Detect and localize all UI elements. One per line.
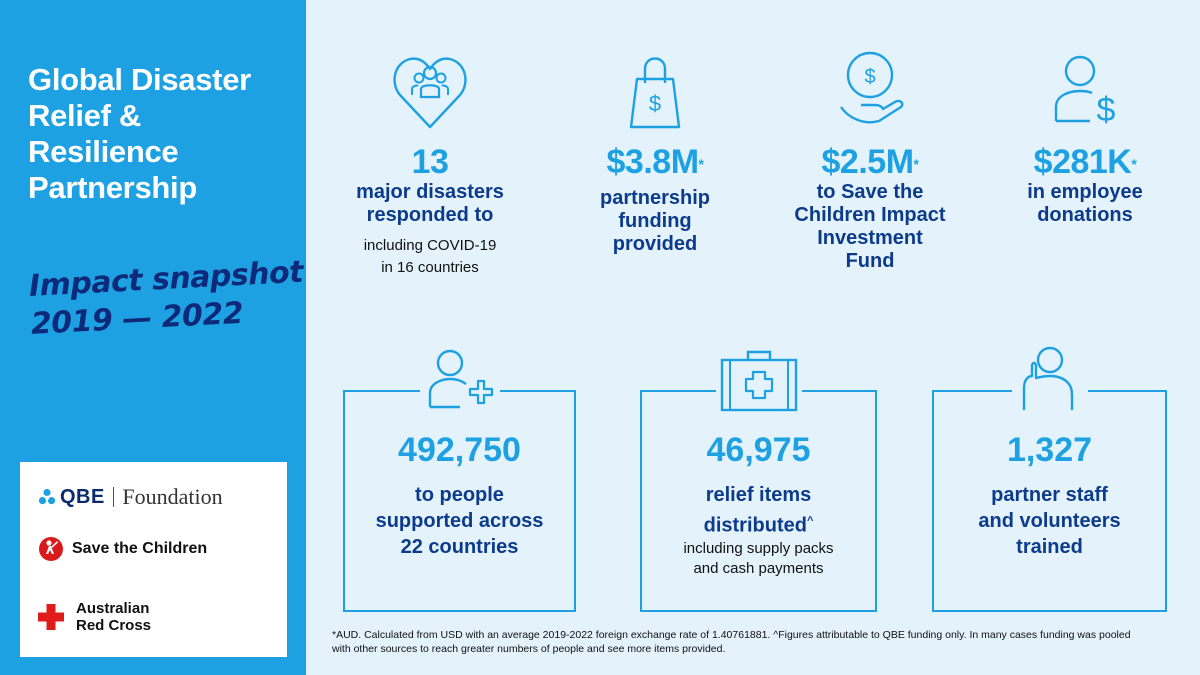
stat-box-staff-trained: 1,327 partner staff and volunteers train… [932, 390, 1167, 612]
red-cross-text: Australian Red Cross [76, 600, 151, 634]
stat-value: 13 [330, 143, 530, 181]
svg-text:$: $ [1097, 91, 1116, 129]
stat-box-people-supported: 492,750 to people supported across 22 co… [343, 390, 576, 612]
stat-employee-donations: $ $281K* in employee donations [985, 45, 1185, 227]
first-aid-kit-icon [716, 346, 802, 414]
red-cross-text-line: Australian [76, 600, 151, 617]
page-title: Global Disaster Relief & Resilience Part… [28, 62, 298, 206]
red-cross-text-line: Red Cross [76, 617, 151, 634]
stat-value: $3.8M* [555, 143, 755, 181]
australian-red-cross-logo: Australian Red Cross [38, 600, 151, 634]
stat-value: 1,327 [934, 430, 1165, 470]
footnote-line: *AUD. Calculated from USD with an averag… [332, 628, 1177, 642]
stat-label: to people supported across 22 countries [345, 482, 574, 560]
stat-label: partner staff and volunteers trained [934, 482, 1165, 560]
stat-box-relief-items: 46,975 relief items distributed^ includi… [640, 390, 877, 612]
footnote-line: with other sources to reach greater numb… [332, 642, 1177, 656]
person-dollar-icon: $ [1040, 45, 1130, 135]
title-line: Partnership [28, 170, 298, 206]
stat-value: 492,750 [345, 430, 574, 470]
qbe-logo-text: QBE [60, 486, 105, 509]
stat-label: in employee donations [985, 181, 1185, 227]
foundation-logo-text: Foundation [122, 484, 222, 510]
title-line: Resilience [28, 134, 298, 170]
save-the-children-icon [38, 536, 64, 562]
stat-partnership-funding: $ $3.8M* partnership funding provided [555, 45, 755, 256]
qbe-logo-icon [38, 488, 56, 506]
svg-text:$: $ [864, 66, 875, 88]
stat-impact-investment: $ $2.5M* to Save the Children Impact Inv… [770, 45, 970, 273]
stat-label: to Save the Children Impact Investment F… [770, 181, 970, 273]
stat-sub-label: including supply packs and cash payments [642, 539, 875, 579]
save-the-children-logo: Save the Children [38, 536, 207, 562]
stat-value: $281K* [985, 143, 1185, 181]
stat-value: $2.5M* [770, 143, 970, 181]
svg-text:$: $ [649, 91, 661, 116]
shopping-bag-dollar-icon: $ [615, 45, 695, 135]
stat-label: major disasters responded to [330, 181, 530, 227]
stat-label: relief items distributed^ [642, 482, 875, 539]
footnote: *AUD. Calculated from USD with an averag… [332, 628, 1177, 656]
stat-label: partnership funding provided [555, 187, 755, 256]
impact-snapshot-heading: Impact snapshot 2019 — 2022 [28, 254, 306, 344]
left-panel: Global Disaster Relief & Resilience Part… [0, 0, 306, 675]
logo-divider [113, 487, 115, 507]
qbe-foundation-logo: QBE Foundation [38, 484, 223, 510]
title-line: Global Disaster [28, 62, 298, 98]
person-raising-hand-icon [1012, 342, 1088, 414]
person-plus-icon [420, 345, 500, 415]
heart-people-icon [390, 45, 470, 135]
hand-coin-icon: $ [825, 45, 915, 135]
partner-logos: QBE Foundation Save the Children Austral… [20, 462, 287, 657]
stat-disasters: 13 major disasters responded to includin… [330, 45, 530, 279]
title-line: Relief & [28, 98, 298, 134]
stat-value: 46,975 [642, 430, 875, 470]
red-cross-icon [38, 604, 64, 630]
stat-sub-label: including COVID-19 in 16 countries [330, 235, 530, 279]
save-the-children-text: Save the Children [72, 540, 207, 558]
